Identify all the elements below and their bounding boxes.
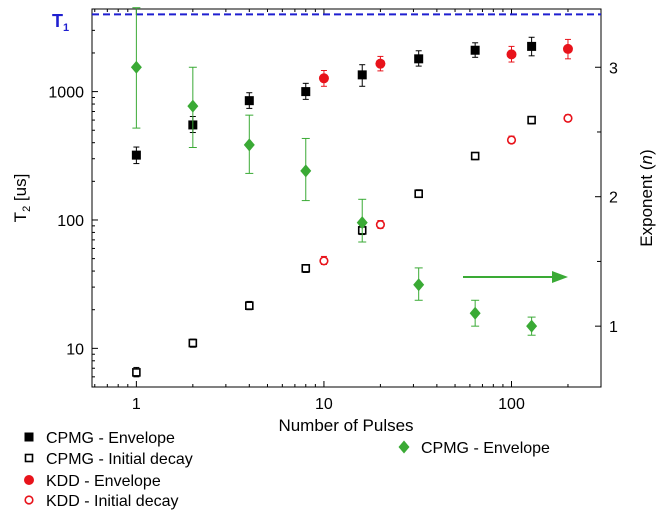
data-point [375,220,386,230]
data-point [132,368,141,377]
legend-entry-marker [24,475,34,485]
legend-entry-label: CPMG - Envelope [46,430,175,447]
legend-entry-right-marker [398,440,410,454]
series-3 [319,113,573,266]
y-left-axis-title: T2 [us] [11,174,33,223]
legend-entry-right-label: CPMG - Envelope [421,440,550,457]
y-left-tick-label: 100 [57,213,84,230]
data-point [356,216,368,230]
data-point [527,41,537,51]
data-point [318,73,329,84]
data-point [244,301,254,310]
series-4 [130,7,538,336]
data-point [243,138,255,152]
y-left-tick-label: 10 [66,341,84,358]
data-point [319,256,329,266]
x-tick-label: 10 [315,396,333,413]
data-point [357,70,367,80]
data-point [563,113,573,123]
t1-label: T1 [52,11,69,34]
legend-entry-label: CPMG - Initial decay [46,451,193,468]
data-point [506,49,517,60]
data-point [300,164,312,178]
data-point [413,278,425,292]
plot-frame [91,8,602,388]
series-1 [132,115,536,378]
y-right-tick-label: 2 [609,190,618,207]
data-point [527,115,536,125]
data-point [188,338,198,348]
legend-entry-marker [24,432,34,442]
y-right-tick-label: 3 [609,60,618,77]
y-left-tick-label: 1000 [48,85,84,102]
legend-entry-label: KDD - Initial decay [46,493,179,510]
data-point [526,319,538,333]
x-tick-label: 1 [132,396,141,413]
y-right-tick-label: 1 [609,319,618,336]
x-tick-label: 100 [498,396,525,413]
legend-entry-marker [24,453,34,463]
data-point [414,189,423,199]
arrow-head [552,271,568,283]
series-2 [318,38,573,87]
data-point [470,151,480,161]
legend-entry-marker [24,495,34,505]
data-point [187,99,199,113]
data-point [469,306,481,320]
legend-entry-label: KDD - Envelope [46,473,161,490]
data-point [131,150,141,160]
data-point [506,135,517,145]
data-point [375,58,386,69]
data-point [130,60,142,74]
x-axis-title: Number of Pulses [278,416,413,435]
y-right-axis-title: Exponent (n) [637,149,656,246]
data-point [301,87,311,97]
data-point [244,96,254,106]
data-point [562,43,573,54]
data-point [470,45,480,55]
data-point [414,54,424,64]
data-point [301,264,311,273]
